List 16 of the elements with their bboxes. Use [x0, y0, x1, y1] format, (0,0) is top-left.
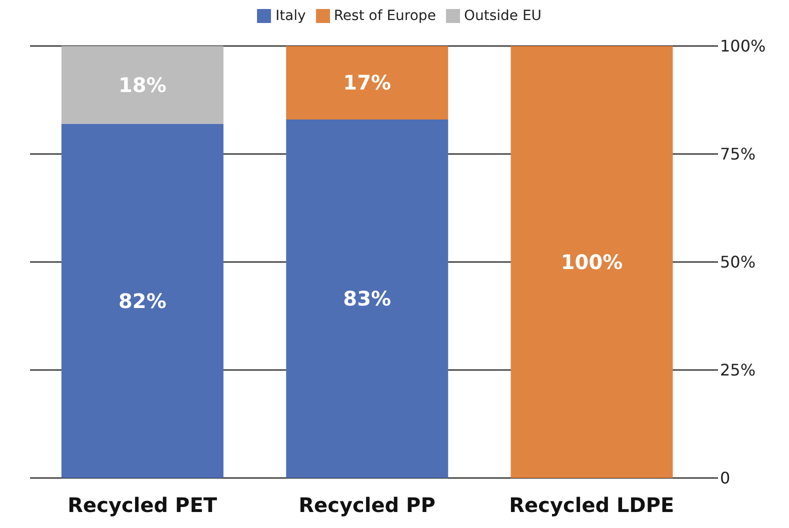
- x-tick-label: Recycled PET: [68, 493, 218, 518]
- data-label: 83%: [343, 286, 392, 311]
- y-tick-label: 75%: [720, 144, 756, 164]
- x-tick-label: Recycled PP: [298, 493, 436, 518]
- data-label: 17%: [343, 70, 392, 95]
- legend-label: Outside EU: [464, 8, 542, 24]
- legend-label: Italy: [275, 8, 306, 24]
- data-label: 18%: [118, 72, 166, 97]
- legend-label: Rest of Europe: [334, 8, 436, 24]
- data-label: 82%: [118, 288, 166, 313]
- y-tick-label: 25%: [720, 360, 756, 380]
- y-tick-label: 0: [720, 468, 730, 488]
- x-tick-label: Recycled LDPE: [509, 493, 674, 518]
- y-tick-label: 50%: [720, 252, 756, 272]
- y-tick-label: 100%: [720, 36, 766, 56]
- data-label: 100%: [560, 250, 623, 274]
